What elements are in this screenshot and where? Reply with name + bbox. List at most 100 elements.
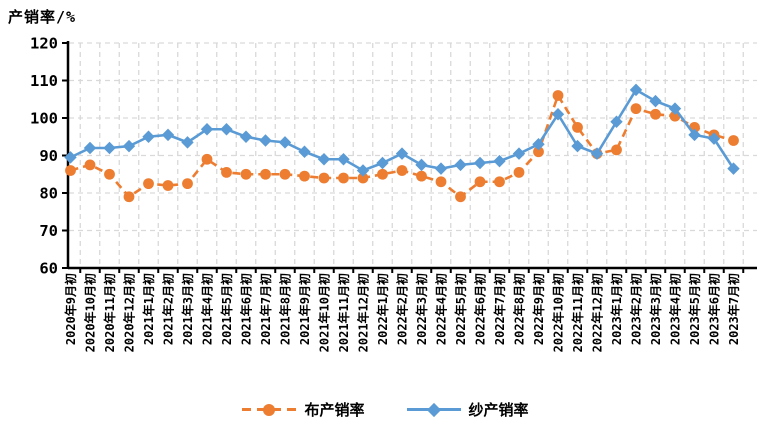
- yarn-marker: [376, 156, 389, 170]
- yarn-marker: [103, 141, 116, 155]
- yarn-marker: [181, 136, 194, 149]
- x-tick-label: 2021年2月初: [161, 273, 176, 345]
- yarn-marker: [590, 147, 604, 160]
- x-tick-label: 2022年11月初: [570, 273, 585, 352]
- yarn-marker: [473, 156, 487, 170]
- yarn-marker: [122, 139, 136, 153]
- y-tick-label: 100: [30, 110, 58, 128]
- cloth-marker: [201, 153, 213, 165]
- x-tick-label: 2023年3月初: [648, 273, 663, 345]
- yarn-marker: [707, 132, 721, 145]
- x-tick-label: 2022年6月初: [473, 273, 488, 345]
- cloth-marker: [650, 108, 661, 120]
- cloth-marker: [279, 168, 291, 180]
- x-tick-label: 2021年9月初: [297, 273, 312, 345]
- legend-item-yarn: 纱产销率: [406, 399, 529, 420]
- yarn-marker: [571, 139, 584, 153]
- yarn-marker: [415, 158, 428, 172]
- x-tick-label: 2023年7月初: [726, 273, 741, 345]
- x-tick-label: 2021年10月初: [317, 273, 332, 352]
- cloth-marker: [728, 135, 739, 146]
- cloth-marker: [552, 90, 564, 101]
- y-tick-label: 110: [30, 72, 58, 90]
- x-tick-label: 2023年5月初: [687, 273, 702, 345]
- cloth-marker: [357, 172, 369, 184]
- yarn-marker: [668, 102, 682, 115]
- yarn-marker: [64, 151, 77, 164]
- x-tick-label: 2022年7月初: [492, 273, 507, 345]
- yarn-marker: [512, 147, 526, 160]
- yarn-marker: [356, 164, 370, 177]
- cloth-marker: [455, 191, 466, 203]
- cloth-marker: [611, 144, 622, 156]
- x-tick-label: 2020年9月初: [63, 273, 78, 345]
- yarn-marker: [83, 141, 97, 155]
- yarn-marker: [727, 162, 740, 175]
- yarn-marker: [161, 128, 175, 142]
- cloth-marker: [84, 159, 96, 171]
- cloth-marker: [104, 168, 115, 180]
- cloth-marker: [396, 165, 408, 176]
- cloth-marker: [494, 176, 505, 188]
- legend-label-cloth: 布产销率: [304, 401, 365, 419]
- x-tick-label: 2021年3月初: [180, 273, 195, 345]
- x-tick-label: 2020年12月初: [122, 273, 137, 352]
- chart-legend: 布产销率 纱产销率: [0, 399, 771, 420]
- yarn-marker: [532, 138, 545, 151]
- y-tick-label: 60: [39, 260, 58, 278]
- x-tick-label: 2022年12月初: [590, 273, 605, 352]
- cloth-marker: [299, 170, 310, 182]
- cloth-marker: [221, 166, 232, 178]
- cloth-marker: [474, 176, 486, 188]
- cloth-marker: [513, 166, 525, 178]
- cloth-marker: [416, 170, 427, 182]
- y-tick-label: 70: [39, 222, 58, 240]
- cloth-marker: [435, 176, 447, 188]
- yarn-marker: [434, 162, 448, 175]
- x-tick-label: 2023年2月初: [629, 273, 644, 345]
- x-tick-label: 2021年6月初: [239, 273, 254, 345]
- yarn-marker: [317, 153, 331, 166]
- x-tick-label: 2021年5月初: [219, 273, 234, 345]
- cloth-marker: [572, 121, 583, 133]
- legend-label-yarn: 纱产销率: [468, 401, 529, 419]
- x-tick-label: 2021年12月初: [356, 273, 371, 352]
- cloth-marker: [182, 178, 193, 190]
- x-tick-label: 2021年1月初: [141, 273, 156, 345]
- x-tick-label: 2022年4月初: [434, 273, 449, 345]
- yarn-marker: [493, 154, 506, 168]
- x-tick-label: 2023年6月初: [707, 273, 722, 345]
- cloth-marker: [143, 178, 154, 190]
- y-axis-title: 产销率/%: [8, 8, 77, 26]
- cloth-marker: [318, 172, 330, 184]
- x-tick-label: 2021年8月初: [278, 273, 293, 345]
- yarn-marker: [551, 108, 565, 121]
- yarn-marker: [142, 130, 155, 143]
- cloth-marker: [630, 103, 642, 115]
- circle-marker-icon: [263, 403, 276, 416]
- cloth-marker: [65, 165, 76, 176]
- yarn-marker: [649, 94, 662, 108]
- x-tick-label: 2022年2月初: [395, 273, 410, 345]
- legend-item-cloth: 布产销率: [242, 399, 365, 420]
- yarn-marker: [454, 158, 467, 172]
- yarn-marker: [278, 136, 292, 149]
- x-tick-label: 2023年4月初: [668, 273, 683, 345]
- y-tick-label: 90: [39, 147, 58, 165]
- yarn-marker: [220, 123, 233, 136]
- x-tick-label: 2022年1月初: [375, 273, 390, 345]
- x-tick-label: 2022年3月初: [414, 273, 429, 345]
- y-tick-label: 80: [39, 185, 58, 203]
- yarn-marker: [688, 128, 701, 142]
- yarn-marker: [629, 83, 643, 97]
- diamond-marker-icon: [426, 402, 441, 417]
- yarn-marker: [259, 134, 272, 147]
- x-tick-label: 2021年4月初: [200, 273, 215, 345]
- cloth-marker: [377, 168, 388, 180]
- x-tick-label: 2021年7月初: [258, 273, 273, 345]
- yarn-marker: [395, 147, 409, 160]
- cloth-marker: [533, 146, 544, 158]
- yarn-marker: [200, 123, 214, 136]
